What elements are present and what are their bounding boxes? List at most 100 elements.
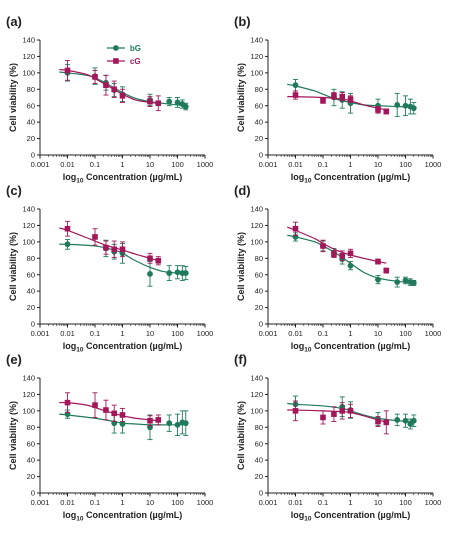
x-tick-label: 100 — [399, 498, 412, 507]
data-point-bG — [292, 82, 299, 89]
y-tick-label: 80 — [255, 85, 263, 94]
data-point-cG — [292, 408, 299, 414]
data-point-bG — [64, 241, 71, 248]
data-point-cG — [347, 408, 354, 414]
y-tick-label: 100 — [250, 406, 263, 415]
x-tick-label: 1000 — [197, 160, 214, 169]
data-point-cG — [292, 225, 299, 232]
y-tick-label: 120 — [250, 390, 263, 399]
data-point-bG — [174, 99, 181, 106]
x-tick-label: 0.01 — [60, 498, 75, 507]
x-tick-label: 10 — [146, 329, 154, 338]
y-tick-label: 60 — [27, 101, 35, 110]
data-point-cG — [375, 418, 381, 425]
data-point-cG — [92, 402, 98, 408]
legend-label-bG: bG — [130, 44, 141, 53]
x-tick-label: 0.001 — [259, 329, 278, 338]
data-point-bG — [166, 98, 173, 105]
x-tick-label: 100 — [399, 160, 412, 169]
x-tick-label: 0.1 — [318, 498, 328, 507]
data-point-cG — [331, 93, 337, 99]
y-tick-label: 140 — [250, 36, 263, 45]
y-axis-title: Cell viability (%) — [8, 401, 18, 470]
x-axis-title: log10 Concentration (µg/mL) — [63, 510, 182, 523]
y-tick-label: 140 — [22, 36, 35, 45]
x-tick-label: 1000 — [197, 498, 214, 507]
data-point-bG — [166, 420, 173, 427]
x-axis-title-prefix: log — [291, 172, 305, 182]
panel-label: (d) — [234, 183, 251, 198]
data-point-cG — [103, 244, 109, 251]
series-cG — [286, 221, 390, 274]
x-tick-label: 0.1 — [90, 329, 100, 338]
data-point-cG — [383, 419, 390, 426]
y-tick-label: 140 — [22, 205, 35, 214]
series-cG — [59, 220, 162, 266]
x-tick-label: 0.01 — [288, 329, 303, 338]
chart-panel-4: (d) 0 20 40 60 80 100 120 140 0.001 0.01 0.1 1 10 100 1… — [234, 183, 441, 354]
x-axis-title: log10 Concentration (µg/mL) — [291, 510, 410, 523]
x-axis-title-text: Concentration (µg/mL) — [84, 510, 183, 520]
panel-label: (c) — [6, 183, 22, 198]
data-point-bG — [410, 280, 417, 286]
x-axis-title-text: Concentration (µg/mL) — [84, 341, 183, 351]
y-tick-label: 0 — [259, 151, 263, 160]
x-tick-label: 100 — [171, 329, 184, 338]
data-point-cG — [147, 417, 153, 424]
data-point-bG — [410, 105, 417, 112]
y-tick-label: 80 — [255, 423, 263, 432]
x-axis-title-text: Concentration (µg/mL) — [312, 172, 411, 182]
fit-curve-cG — [286, 226, 387, 264]
x-axis-title-prefix: log — [63, 172, 77, 182]
data-point-bG — [402, 417, 409, 424]
x-axis-title-prefix: log — [63, 510, 77, 520]
y-tick-label: 140 — [22, 374, 35, 383]
series-cG — [59, 60, 162, 112]
data-point-cG — [103, 407, 109, 413]
data-point-cG — [339, 253, 346, 259]
series-bG — [287, 232, 417, 288]
y-tick-label: 120 — [22, 221, 35, 230]
data-point-cG — [147, 255, 153, 262]
x-tick-label: 1000 — [425, 329, 442, 338]
y-tick-label: 60 — [27, 439, 35, 448]
x-axis-title-subscript: 10 — [304, 516, 312, 523]
data-point-cG — [331, 411, 337, 417]
x-tick-label: 0.001 — [31, 498, 50, 507]
data-point-bG — [394, 101, 401, 108]
x-axis-title-subscript: 10 — [304, 347, 312, 354]
y-tick-label: 60 — [27, 270, 35, 279]
x-axis-title-subscript: 10 — [76, 347, 84, 354]
x-tick-label: 0.001 — [259, 160, 278, 169]
x-tick-label: 1000 — [425, 498, 442, 507]
y-tick-label: 80 — [27, 85, 35, 94]
data-point-bG — [410, 417, 417, 424]
y-tick-label: 100 — [22, 406, 35, 415]
data-point-cG — [64, 67, 71, 74]
x-tick-label: 1 — [348, 329, 352, 338]
data-point-cG — [320, 97, 326, 104]
y-tick-label: 20 — [255, 303, 263, 312]
data-point-bG — [174, 421, 181, 428]
panel-label: (a) — [6, 14, 22, 29]
y-tick-label: 0 — [259, 489, 263, 498]
x-tick-label: 0.01 — [60, 160, 75, 169]
data-point-cG — [339, 408, 346, 414]
x-axis-title-subscript: 10 — [76, 178, 84, 185]
x-tick-label: 0.001 — [31, 160, 50, 169]
data-point-bG — [166, 270, 173, 276]
y-tick-label: 40 — [27, 287, 35, 296]
data-point-bG — [182, 420, 189, 427]
fit-curve-cG — [287, 409, 387, 423]
y-tick-label: 80 — [27, 423, 35, 432]
x-axis-title: log10 Concentration (µg/mL) — [63, 341, 182, 354]
series-cG — [59, 392, 162, 427]
data-point-cG — [64, 399, 71, 406]
data-point-cG — [155, 417, 162, 423]
data-point-cG — [64, 225, 71, 232]
fit-curve-cG — [59, 68, 159, 104]
x-tick-label: 10 — [374, 329, 382, 338]
y-tick-label: 140 — [250, 205, 263, 214]
y-tick-label: 120 — [22, 52, 35, 61]
